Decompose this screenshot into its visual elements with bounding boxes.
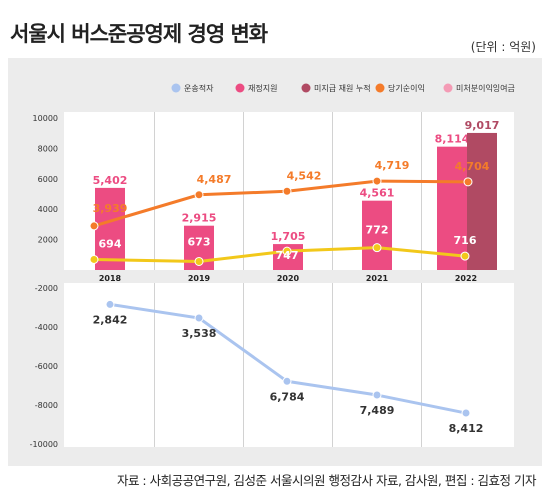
- legend-swatch: [171, 83, 181, 93]
- net_income-data-label: 4,704: [455, 160, 490, 173]
- deficit-data-label: 3,538: [182, 327, 217, 340]
- unit-label: (단위 : 억원): [470, 40, 536, 54]
- retained-point: [89, 254, 99, 264]
- retained-data-label: 716: [454, 234, 477, 247]
- net_income-point: [89, 221, 99, 231]
- unpaid-bar-label: 9,017: [465, 119, 500, 132]
- deficit-point: [282, 376, 292, 386]
- net_income-point: [372, 176, 382, 186]
- bottom-y-tick: -2000: [35, 284, 58, 293]
- legend-swatch: [443, 83, 453, 93]
- x-tick-label: 2018: [99, 274, 122, 283]
- deficit-data-label: 8,412: [449, 422, 484, 435]
- deficit-point: [194, 313, 204, 323]
- unpaid-bar: [467, 132, 497, 270]
- deficit-data-label: 6,784: [270, 390, 305, 403]
- net_income-data-label: 4,719: [375, 159, 410, 172]
- x-tick-label: 2022: [455, 274, 477, 283]
- subsidy-bar-label: 1,705: [271, 230, 306, 243]
- net_income-point: [463, 177, 473, 187]
- subsidy-bar: [362, 200, 392, 270]
- chart-title: 서울시 버스준공영제 경영 변화: [10, 22, 268, 46]
- legend-label: 재정지원: [248, 83, 277, 93]
- retained-data-label: 772: [366, 224, 389, 237]
- net_income-data-label: 4,542: [287, 169, 322, 182]
- retained-data-label: 747: [276, 249, 299, 262]
- net_income-data-label: 4,487: [197, 173, 232, 186]
- retained-data-label: 673: [188, 235, 211, 248]
- retained-point: [372, 243, 382, 253]
- retained-point: [460, 251, 470, 261]
- deficit-data-label: 2,842: [93, 313, 128, 326]
- x-tick-label: 2021: [366, 274, 389, 283]
- legend-swatch: [375, 83, 385, 93]
- subsidy-bar-label: 8,114: [435, 133, 470, 146]
- bottom-y-tick: -4000: [35, 323, 58, 332]
- legend-label: 당기순이익: [388, 83, 425, 93]
- subsidy-bar-label: 4,561: [360, 187, 395, 200]
- x-tick-label: 2019: [188, 274, 211, 283]
- top-y-tick: 8000: [38, 144, 58, 153]
- legend-label: 미처분이익잉여금: [456, 83, 515, 93]
- bottom-y-tick: -8000: [35, 401, 58, 410]
- legend-swatch: [301, 83, 311, 93]
- deficit-point: [461, 408, 471, 418]
- bottom-y-tick: -10000: [30, 440, 58, 449]
- source-note: 자료 : 사회공공연구원, 김성준 서울시의원 행정감사 자료, 감사원, 편집…: [116, 473, 537, 488]
- net_income-point: [194, 190, 204, 200]
- deficit-data-label: 7,489: [360, 404, 395, 417]
- x-tick-label: 2020: [277, 274, 300, 283]
- subsidy-bar-label: 2,915: [182, 212, 217, 225]
- retained-data-label: 694: [99, 237, 122, 250]
- retained-point: [282, 246, 292, 256]
- top-y-tick: 10000: [33, 114, 58, 123]
- net_income-data-label: 3,939: [93, 202, 128, 215]
- bottom-y-tick: -6000: [35, 362, 58, 371]
- top-y-tick: 6000: [38, 175, 58, 184]
- subsidy-bar-label: 5,402: [93, 174, 128, 187]
- subsidy-bar: [95, 187, 125, 270]
- retained-point: [194, 256, 204, 266]
- deficit-point: [372, 390, 382, 400]
- legend-label: 미지급 재원 누적: [314, 83, 371, 93]
- legend-swatch: [235, 83, 245, 93]
- subsidy-bar: [437, 146, 467, 270]
- net_income-point: [282, 186, 292, 196]
- top-y-tick: 4000: [38, 205, 58, 214]
- legend-label: 운송적자: [184, 83, 214, 93]
- deficit-point: [105, 299, 115, 309]
- top-y-tick: 2000: [38, 236, 58, 245]
